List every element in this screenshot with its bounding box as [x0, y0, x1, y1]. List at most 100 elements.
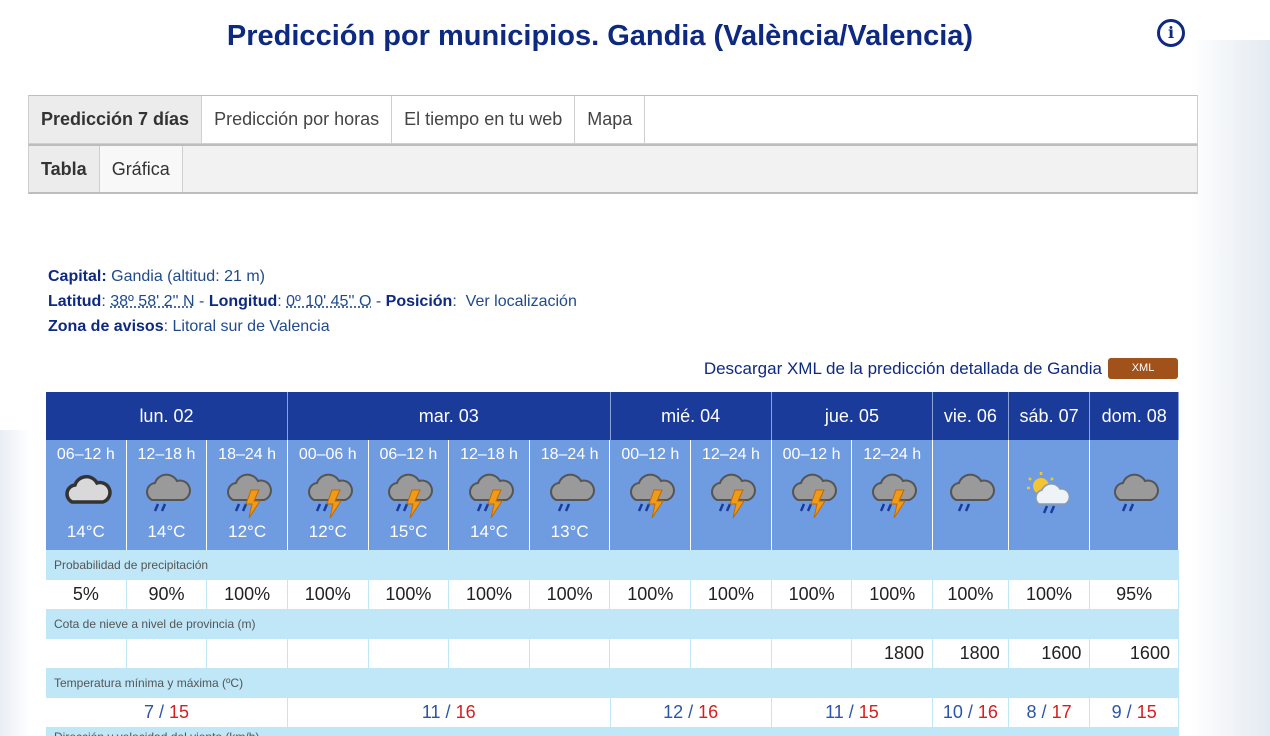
position-label: Posición: [385, 293, 453, 310]
period-temp: 14°C: [147, 522, 186, 541]
temp-minmax: 11 / 15: [772, 698, 934, 727]
period-temp: 12°C: [308, 522, 347, 541]
tab-mapa[interactable]: Mapa: [575, 96, 646, 143]
thunderstorm-icon: [610, 466, 690, 520]
temp-max: 15: [858, 702, 879, 722]
period-cell: 06–12 h 15°C: [369, 440, 450, 550]
period-temp: 14°C: [66, 522, 105, 541]
temp-minmax: 12 / 16: [611, 698, 772, 727]
sun-rain-icon: [1009, 466, 1090, 520]
location-info: Capital: Gandia (altitud: 21 m) Latitud:…: [48, 264, 577, 339]
temp-separator: /: [153, 702, 169, 722]
precip-cell: 95%: [1090, 580, 1179, 609]
days-row: lun. 02 mar. 03 mié. 04 jue. 05 vie. 06 sáb. …: [46, 392, 1179, 440]
temp-minmax: 9 / 15: [1090, 698, 1179, 727]
longitude-label: Longitud: [208, 293, 278, 310]
snow-cell: [288, 639, 369, 668]
thunderstorm-icon: [449, 466, 529, 520]
day-header: vie. 06: [933, 392, 1009, 440]
period-temp: 13°C: [550, 522, 589, 541]
period-cell: [1090, 440, 1179, 550]
row-label: Dirección y velocidad del viento (km/h): [46, 727, 1179, 736]
period-cell: 00–06 h 12°C: [288, 440, 369, 550]
precip-cell: 100%: [852, 580, 934, 609]
period-cell: 12–18 h 14°C: [449, 440, 530, 550]
period-temp: [772, 520, 852, 544]
temp-min: 12: [663, 702, 684, 722]
period-cell: 06–12 h 14°C: [46, 440, 127, 550]
thunderstorm-icon: [207, 466, 287, 520]
forecast-table: lun. 02 mar. 03 mié. 04 jue. 05 vie. 06 sáb. …: [46, 392, 1179, 736]
temp-max: 15: [168, 702, 189, 722]
temp-min: 7: [143, 702, 154, 722]
capital-line: Capital: Gandia (altitud: 21 m): [48, 264, 577, 289]
latitude-label: Latitud: [48, 293, 102, 310]
tab-prediccion-por-horas[interactable]: Predicción por horas: [202, 96, 393, 143]
tab-el-tiempo-en-tu-web[interactable]: El tiempo en tu web: [392, 96, 576, 143]
tab-prediccion-7-dias[interactable]: Predicción 7 días: [29, 96, 203, 143]
snow-cell: [369, 639, 450, 668]
temp-separator: /: [683, 702, 699, 722]
period-temp: [852, 520, 932, 544]
period-cell: 12–24 h: [691, 440, 772, 550]
period-label: 18–24 h: [218, 446, 277, 463]
capital-label: Capital:: [48, 268, 107, 285]
temp-separator: /: [1121, 702, 1137, 722]
precip-cell: 100%: [369, 580, 450, 609]
rain-cloud-icon: [933, 466, 1008, 520]
precip-cell: 100%: [449, 580, 530, 609]
rain-cloud-icon: [530, 466, 610, 520]
precip-cell: 100%: [207, 580, 288, 609]
temp-max: 17: [1051, 702, 1072, 722]
xml-button[interactable]: XML: [1108, 358, 1178, 379]
coords-line: Latitud: 38º 58' 2'' N - Longitud: 0º 10…: [48, 293, 577, 310]
snow-cell: [127, 639, 208, 668]
ver-localizacion-link[interactable]: Ver localización: [465, 293, 577, 310]
temp-minmax: 7 / 15: [46, 698, 288, 727]
period-label: 12–18 h: [137, 446, 196, 463]
period-label: 00–06 h: [298, 446, 357, 463]
precip-cell: 5%: [46, 580, 127, 609]
xml-download: Descargar XML de la predicción detallada…: [704, 358, 1178, 379]
tab-tabla[interactable]: Tabla: [29, 146, 100, 192]
period-cell: 00–12 h: [610, 440, 692, 550]
temp-min: 9: [1111, 702, 1122, 722]
day-header: mié. 04: [611, 392, 772, 440]
period-label: 12–18 h: [460, 446, 518, 463]
background-decoration: [1190, 40, 1270, 736]
zona-value: Litoral sur de Valencia: [172, 318, 330, 335]
precip-cell: 90%: [127, 580, 208, 609]
snow-row: 1800 1800 1600 1600: [46, 639, 1179, 668]
temp-max: 16: [977, 702, 998, 722]
row-label: Probabilidad de precipitación: [46, 550, 1179, 580]
temp-minmax: 8 / 17: [1009, 698, 1091, 727]
thunderstorm-icon: [691, 466, 771, 520]
period-label: 00–12 h: [782, 446, 841, 463]
period-temp: [610, 520, 690, 544]
period-cell: [933, 440, 1009, 550]
temp-separator: /: [962, 702, 978, 722]
period-cell: [1009, 440, 1091, 550]
thunderstorm-icon: [288, 466, 368, 520]
rain-cloud-icon: [127, 466, 207, 520]
rain-cloud-icon: [1090, 466, 1178, 520]
temp-minmax: 10 / 16: [933, 698, 1009, 727]
snow-cell: [207, 639, 288, 668]
snow-cell: [46, 639, 127, 668]
info-icon[interactable]: i: [1157, 19, 1185, 47]
day-header: dom. 08: [1090, 392, 1179, 440]
day-header: jue. 05: [772, 392, 934, 440]
temp-max: 16: [455, 702, 476, 722]
zona-label: Zona de avisos: [48, 318, 164, 335]
tab-grafica[interactable]: Gráfica: [99, 146, 183, 192]
period-label: [1009, 446, 1090, 466]
snow-cell: 1800: [933, 639, 1009, 668]
temp-min: 11: [421, 702, 441, 722]
snow-cell: [772, 639, 853, 668]
precip-cell: 100%: [530, 580, 611, 609]
period-temp: [1090, 520, 1178, 544]
sub-tabs: Tabla Gráfica: [28, 144, 1198, 194]
temp-min: 10: [942, 702, 963, 722]
xml-download-link[interactable]: Descargar XML de la predicción detallada…: [703, 358, 1102, 378]
